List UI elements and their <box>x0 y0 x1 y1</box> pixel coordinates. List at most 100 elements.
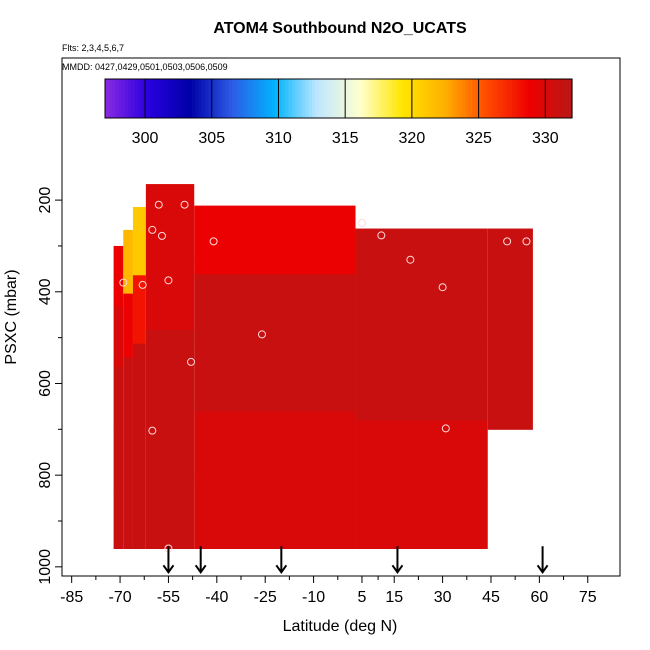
colorbar-segment <box>141 79 146 118</box>
colorbar-segment <box>371 79 376 118</box>
observation-point <box>522 237 531 246</box>
colorbar-segment <box>425 79 430 118</box>
colorbar-frame <box>104 78 573 119</box>
colorbar-segment <box>241 79 246 118</box>
colorbar-segment <box>108 79 113 118</box>
colorbar-segment <box>138 79 143 118</box>
colorbar-segment <box>218 79 223 118</box>
observation-point <box>164 276 173 285</box>
colorbar-segment <box>495 79 500 118</box>
colorbar-segment <box>458 79 463 118</box>
x-tick-label: 75 <box>579 589 597 606</box>
x-tick-label: 45 <box>482 589 500 606</box>
colorbar-segment <box>205 79 210 118</box>
colorbar-segment <box>298 79 303 118</box>
curtain-cell <box>145 184 195 258</box>
colorbar-segment <box>438 79 443 118</box>
colorbar-segment <box>468 79 473 118</box>
colorbar-segment <box>345 79 350 118</box>
colorbar-segment <box>135 79 139 118</box>
curtain-cell <box>123 229 133 295</box>
colorbar-segment <box>355 79 360 118</box>
colorbar-segment <box>398 79 403 118</box>
colorbar-segment <box>215 79 220 118</box>
observation-point <box>180 200 189 209</box>
colorbar-segment <box>145 79 149 118</box>
colorbar-segment <box>305 79 310 118</box>
colorbar-segment <box>381 79 386 118</box>
observation-point <box>157 231 166 240</box>
curtain-cell <box>487 348 533 390</box>
curtain-cell <box>355 484 488 549</box>
curtain-cell <box>132 343 146 413</box>
observation-point <box>187 357 196 366</box>
y-tick-label: 400 <box>37 278 54 305</box>
colorbar-segment <box>411 79 416 118</box>
colorbar-segment <box>341 79 346 118</box>
colorbar-segment <box>408 79 413 118</box>
colorbar-segment <box>358 79 363 118</box>
curtain-cell <box>123 357 133 422</box>
colorbar-segment <box>445 79 450 118</box>
x-tick-label: 5 <box>358 589 367 606</box>
observation-point <box>406 255 415 264</box>
colorbar-segment <box>121 79 126 118</box>
colorbar-segment <box>228 79 233 118</box>
colorbar-tick-label: 310 <box>265 130 292 147</box>
curtain-cell <box>113 487 124 549</box>
colorbar-segment <box>221 79 226 118</box>
dates-note: MMDD: 0427,0429,0501,0503,0506,0509 <box>62 62 228 72</box>
curtain-cell <box>194 274 356 344</box>
x-tick-label: 30 <box>434 589 452 606</box>
curtain-cell <box>355 292 488 358</box>
colorbar-segment <box>531 79 536 118</box>
colorbar-segment <box>491 79 496 118</box>
curtain-cell <box>355 228 488 294</box>
x-tick-label: -25 <box>254 589 277 606</box>
colorbar-segment <box>111 79 116 118</box>
colorbar-segment <box>401 79 406 118</box>
colorbar-segment <box>105 79 109 118</box>
colorbar-segment <box>178 79 183 118</box>
colorbar-segment <box>565 79 570 118</box>
colorbar-segment <box>161 79 166 118</box>
colorbar-segment <box>525 79 530 118</box>
colorbar-segment <box>128 79 133 118</box>
y-tick-label: 800 <box>37 462 54 489</box>
colorbar-tick-label: 305 <box>198 130 225 147</box>
curtain-cell <box>194 479 356 549</box>
curtain-cell <box>123 421 133 486</box>
colorbar-segment <box>301 79 306 118</box>
colorbar-segment <box>511 79 516 118</box>
x-tick-label: -40 <box>205 589 228 606</box>
x-tick-label: -55 <box>157 589 180 606</box>
colorbar-segment <box>308 79 313 118</box>
colorbar-segment <box>311 79 316 118</box>
colorbar-segment <box>281 79 286 118</box>
colorbar-segment <box>125 79 129 118</box>
colorbar-segment <box>225 79 230 118</box>
curtain-cell <box>145 402 195 477</box>
colorbar: 300 305 310 315 320 325 330 <box>104 78 573 147</box>
colorbar-segment <box>435 79 440 118</box>
colorbar-segment <box>478 79 483 118</box>
curtain-cell <box>145 256 195 331</box>
flight-markers <box>162 546 549 575</box>
observation-point <box>441 424 450 433</box>
flight-marker-arrowhead <box>162 564 175 575</box>
curtain-cell <box>132 480 146 549</box>
colorbar-segment <box>331 79 336 118</box>
plot-frame <box>61 57 621 577</box>
colorbar-segment <box>378 79 383 118</box>
colorbar-segment <box>248 79 253 118</box>
colorbar-tick-label: 300 <box>132 130 159 147</box>
colorbar-segment <box>148 79 153 118</box>
colorbar-segment <box>528 79 533 118</box>
curtain-cell <box>487 389 533 430</box>
flight-marker-arrowhead <box>275 564 288 575</box>
colorbar-segment <box>518 79 523 118</box>
chart-title: ATOM4 Southbound N2O_UCATS <box>213 20 467 37</box>
flight-marker-arrowhead <box>536 564 549 575</box>
curtain-cell <box>113 245 124 307</box>
